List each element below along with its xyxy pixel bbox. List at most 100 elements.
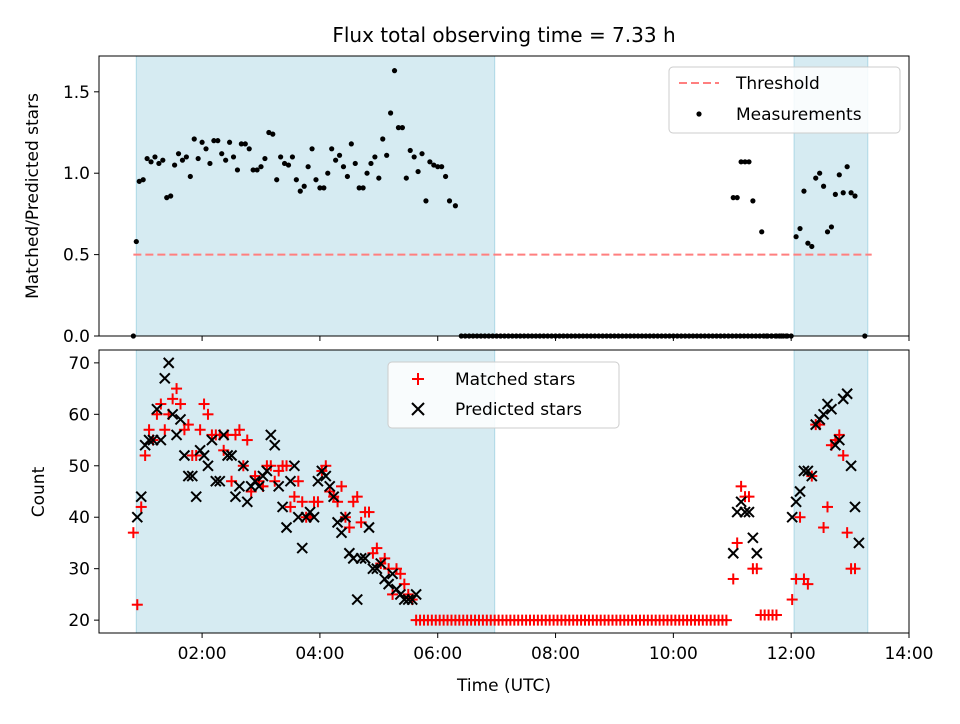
top-y-tick-label: 1.0 (63, 164, 90, 184)
legend-matched-label: Matched stars (455, 370, 575, 390)
measurement-point (336, 152, 343, 158)
predicted-star-point (312, 475, 324, 487)
matched-star-point (802, 578, 814, 590)
matched-star-point (167, 393, 179, 405)
matched-star-point (241, 434, 253, 446)
measurement-point (423, 198, 429, 204)
measurement-point (133, 238, 139, 245)
top-panel: 0.0 0.5 1.0 1.5 Matched/Predicted stars Thr… (23, 55, 910, 347)
measurement-point (285, 162, 292, 168)
matched-star-point (198, 398, 210, 410)
bottom-x-axis: 02:00 04:00 06:00 08:00 10:00 12:00 14:00 (178, 633, 934, 664)
predicted-star-point (269, 439, 281, 451)
measurement-point (415, 168, 421, 175)
x-tick-label: 12:00 (767, 644, 816, 664)
x-tick-label: 14:00 (885, 644, 934, 664)
measurement-point (836, 172, 842, 178)
predicted-star-point (296, 542, 308, 554)
x-tick-label: 06:00 (413, 644, 462, 664)
predicted-star-point (217, 429, 230, 441)
predicted-star-point (335, 526, 348, 539)
predicted-star-point (182, 470, 195, 482)
predicted-star-point (355, 552, 367, 565)
measurement-point (164, 195, 170, 201)
predicted-star-point (359, 552, 371, 565)
measurement-point (734, 195, 740, 201)
matched-star-point (127, 527, 139, 539)
predicted-star-point (382, 578, 395, 590)
measurement-point (179, 157, 186, 163)
predicted-star-point (806, 470, 818, 482)
predicted-star-point (798, 465, 810, 477)
measurement-point (156, 160, 162, 167)
predicted-star-point (241, 496, 253, 508)
measurement-point (281, 160, 288, 167)
measurement-point (446, 198, 453, 204)
measurement-point (293, 177, 299, 183)
predicted-star-point (849, 501, 861, 513)
measurement-point (364, 170, 370, 176)
predicted-star-point (743, 506, 755, 518)
legend-predicted-label: Predicted stars (455, 400, 582, 420)
predicted-star-point (174, 413, 187, 426)
measurement-point (258, 164, 264, 170)
predicted-star-point (363, 521, 375, 534)
predicted-star-point (786, 511, 798, 523)
predicted-star-point (410, 588, 422, 601)
predicted-star-point (159, 372, 171, 385)
predicted-star-point (261, 465, 273, 477)
measurement-point (813, 175, 819, 181)
measurement-point (317, 185, 323, 191)
measurement-point (278, 154, 284, 160)
predicted-star-point (178, 449, 191, 462)
predicted-star-point (320, 470, 332, 482)
predicted-star-point (833, 434, 845, 446)
measurement-point (388, 110, 394, 116)
measurement-point (187, 173, 193, 180)
matched-star-point (143, 424, 155, 436)
predicted-star-point (190, 490, 202, 503)
measurement-point (321, 185, 327, 191)
measurement-point (199, 139, 205, 145)
measurement-point (219, 151, 225, 157)
measurement-point (207, 160, 213, 167)
predicted-star-point (198, 449, 210, 462)
measurement-point (195, 155, 201, 162)
measurement-point (439, 164, 445, 170)
x-tick-label: 08:00 (531, 644, 580, 664)
measurement-point (352, 160, 358, 167)
matched-star-point (751, 563, 763, 575)
measurement-point (368, 160, 374, 167)
matched-star-point (727, 573, 739, 585)
bottom-y-axis-label: Count (29, 466, 49, 517)
predicted-star-point (253, 480, 265, 493)
bottom-legend-box (387, 361, 620, 429)
measurement-point (403, 175, 409, 181)
measurement-point (380, 136, 386, 142)
measurement-point (246, 146, 252, 152)
top-y-tick-label: 0.5 (63, 246, 90, 266)
matched-star-point (284, 501, 296, 513)
predicted-star-point (237, 460, 250, 472)
measurement-point (431, 162, 437, 168)
matched-star-point (394, 568, 406, 580)
bottom-plot-frame (98, 349, 910, 634)
predicted-star-point (324, 480, 336, 493)
predicted-star-point (790, 496, 802, 508)
measurement-point (152, 154, 158, 160)
measurement-point (242, 141, 248, 147)
predicted-star-point (186, 470, 198, 482)
predicted-star-point (284, 475, 297, 487)
measurement-point (411, 154, 417, 160)
matched-star-point (233, 424, 245, 436)
measurement-point (175, 151, 182, 157)
measurement-point (809, 243, 815, 250)
top-y-axis-label: Matched/Predicted stars (23, 93, 43, 299)
measurement-point (325, 170, 331, 176)
measurement-point (238, 141, 244, 147)
matched-star-point (171, 383, 183, 395)
predicted-star-point (841, 388, 853, 400)
top-legend: Threshold Measurements (668, 66, 901, 134)
measurement-point (805, 240, 811, 246)
